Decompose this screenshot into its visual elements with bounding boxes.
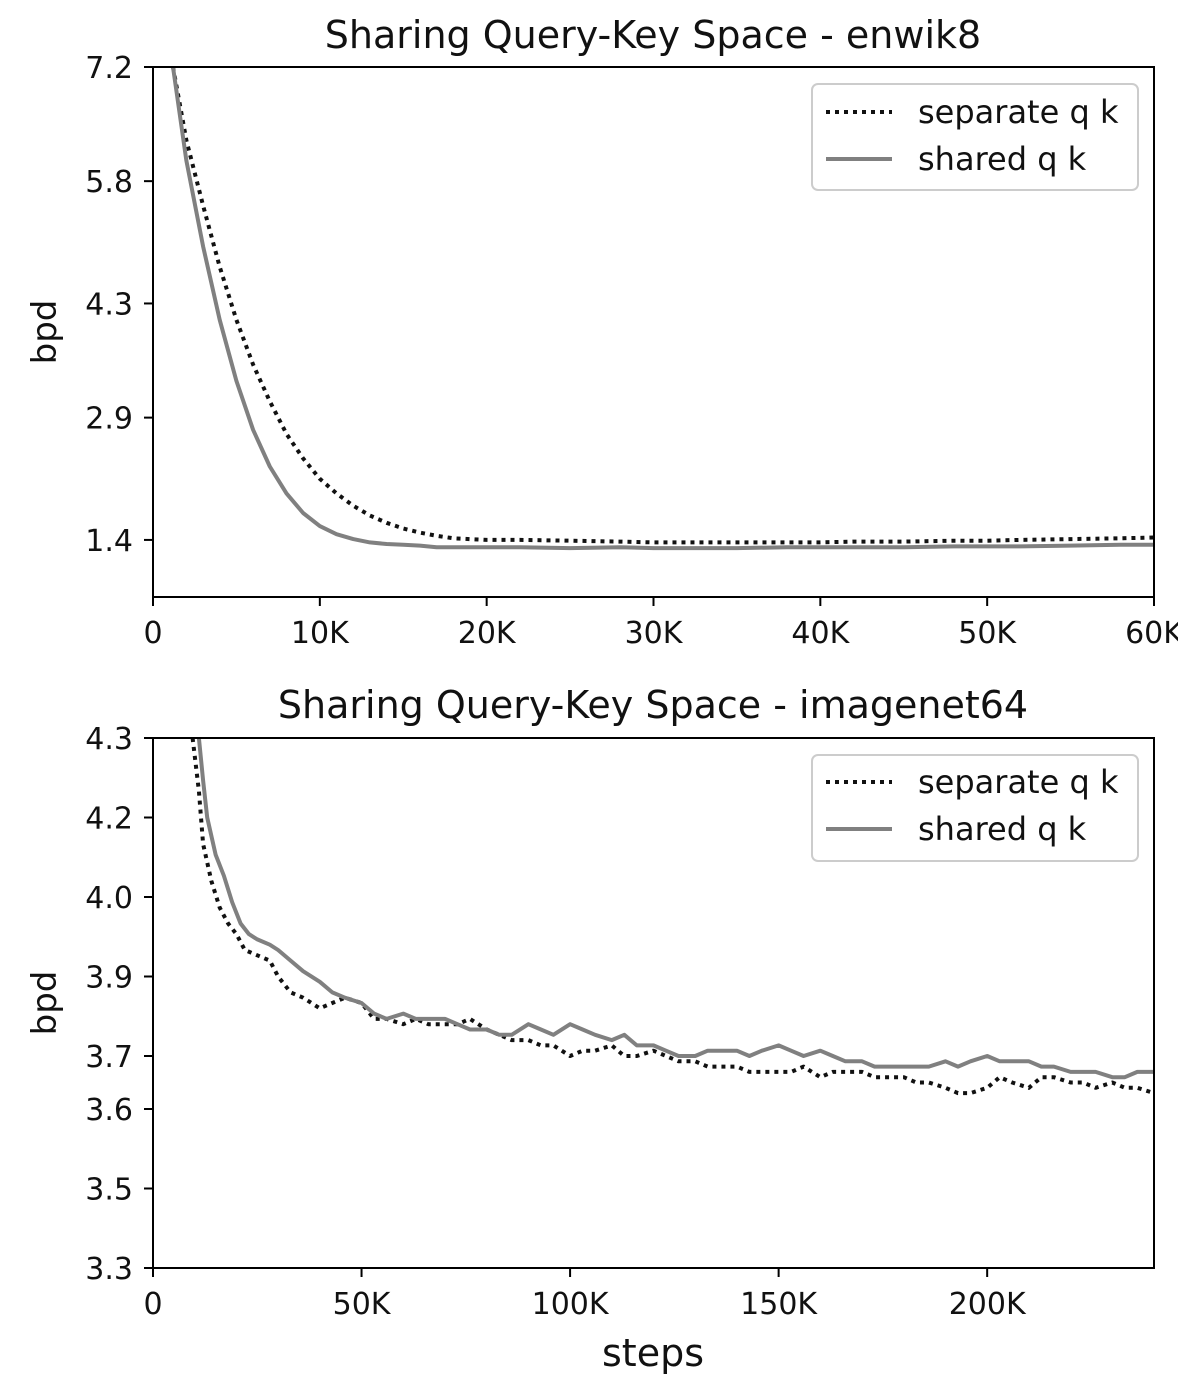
chart-title: Sharing Query-Key Space - imagenet64: [278, 683, 1028, 727]
x-axis-label: steps: [602, 1331, 704, 1375]
plot-frame: [152, 66, 1155, 598]
x-tick-label: 150K: [740, 1287, 818, 1322]
y-tick-label: 4.3: [85, 287, 133, 322]
x-tick-label: 200K: [949, 1287, 1027, 1322]
y-tick-label: 7.2: [85, 51, 133, 86]
series-group: [190, 738, 1154, 1096]
series-line-separate-q-k: [190, 738, 1154, 1096]
legend-box: [811, 83, 1139, 191]
legend-label-separate: separate q k: [918, 763, 1119, 801]
legend-label-shared: shared q k: [918, 810, 1087, 848]
y-tick-label: 4.3: [85, 722, 133, 757]
y-tick-label: 1.4: [85, 524, 133, 559]
y-axis-label: bpd: [25, 300, 65, 365]
x-tick-label: 0: [143, 1287, 162, 1322]
y-tick-label: 3.5: [85, 1173, 133, 1208]
series-line-shared-q-k: [171, 67, 1154, 551]
series-line-separate-q-k: [171, 67, 1154, 545]
x-tick-label: 0: [143, 616, 162, 651]
y-tick-label: 3.3: [85, 1252, 133, 1287]
x-tick-label: 20K: [458, 616, 517, 651]
legend: separate q k shared q k: [811, 83, 1139, 191]
y-axis-label: bpd: [25, 971, 65, 1036]
y-tick-label: 3.6: [85, 1093, 133, 1128]
x-tick-label: 40K: [791, 616, 850, 651]
plot-frame: [152, 737, 1155, 1269]
x-tick-label: 30K: [625, 616, 684, 651]
legend-label-shared: shared q k: [918, 140, 1087, 178]
x-tick-label: 50K: [958, 616, 1017, 651]
y-tick-label: 5.8: [85, 165, 133, 200]
legend-label-separate: separate q k: [918, 93, 1119, 131]
axis-ticks: 0 50K 100K 150K 200K 3.3 3.5 3.6 3.7 3.9 4.0 4.2 4.3: [85, 722, 1027, 1322]
series-group: [171, 67, 1154, 551]
legend-box: [811, 754, 1139, 862]
x-tick-label: 10K: [291, 616, 350, 651]
x-tick-label: 100K: [532, 1287, 610, 1322]
chart-title: Sharing Query-Key Space - enwik8: [325, 13, 981, 57]
legend: separate q k shared q k: [811, 754, 1139, 862]
y-tick-label: 3.9: [85, 961, 133, 996]
x-tick-label: 60K: [1125, 616, 1178, 651]
y-tick-label: 4.0: [85, 881, 133, 916]
chart-enwik8: Sharing Query-Key Space - enwik8 bpd 0 10…: [25, 13, 1178, 651]
chart-imagenet64: Sharing Query-Key Space - imagenet64 bpd…: [25, 683, 1155, 1375]
y-tick-label: 3.7: [85, 1040, 133, 1075]
y-tick-label: 2.9: [85, 402, 133, 437]
x-tick-label: 50K: [333, 1287, 392, 1322]
y-tick-label: 4.2: [85, 802, 133, 837]
series-line-shared-q-k: [196, 738, 1154, 1080]
axis-ticks: 0 10K 20K 30K 40K 50K 60K 1.4 2.9 4.3 5.8 7.2: [85, 51, 1178, 651]
